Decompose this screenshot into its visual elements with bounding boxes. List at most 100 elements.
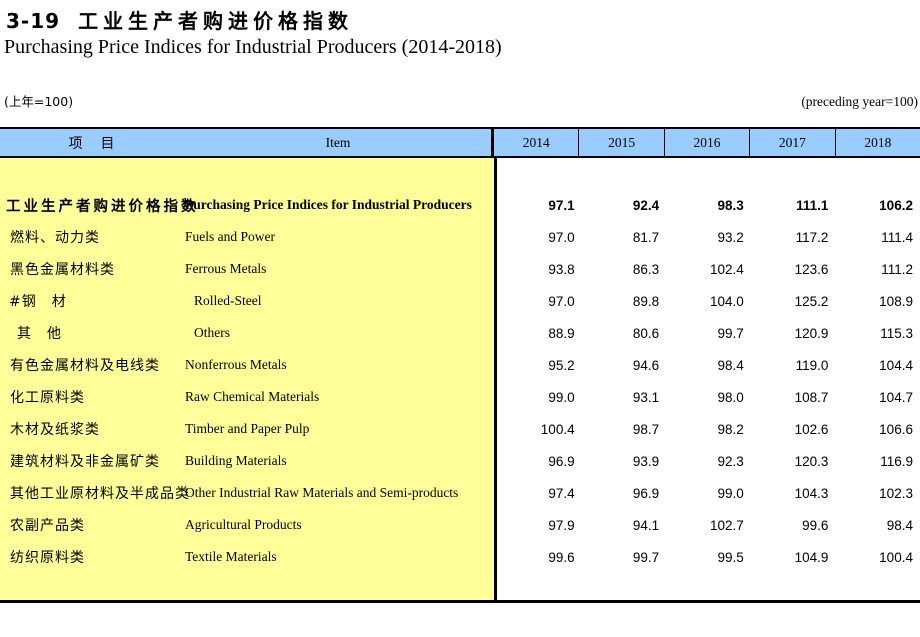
year-header-2017: 2017 [749,129,834,156]
value-2015: 86.3 [632,261,660,277]
year-header-2018: 2018 [834,129,920,156]
value-2014: 93.8 [548,261,575,277]
value-2016: 102.7 [709,517,744,533]
value-2016: 98.3 [717,197,744,213]
value-2016: 99.7 [717,325,744,341]
value-2018: 108.9 [879,293,913,309]
value-2018: 116.9 [880,453,913,469]
note-base-cn: (上年=100) [4,94,74,109]
value-2018: 102.3 [879,485,913,501]
data-table: 项 目 Item 2014 2015 2016 2017 2018 工业生产者购… [0,127,920,603]
value-2017: 99.6 [802,517,829,533]
value-2018: 104.7 [879,389,913,405]
value-2014: 97.1 [548,197,575,213]
row-label-cn: #钢 材 [9,294,67,310]
row-label-cn: 有色金属材料及电线类 [10,358,160,374]
note-base-en: (preceding year=100) [801,94,918,109]
table-row: 木材及纸浆类 Timber and Paper Pulp 100.4 98.7 … [0,413,920,445]
value-2018: 106.2 [879,197,913,213]
value-2016: 99.0 [717,485,744,501]
year-header-2014: 2014 [522,135,550,150]
year-header-2016: 2016 [663,129,749,156]
value-2018: 104.4 [879,357,913,373]
row-label-en: Raw Chemical Materials [185,389,320,404]
table-row: 有色金属材料及电线类 Nonferrous Metals 95.2 94.6 9… [0,349,920,381]
value-2014: 99.0 [548,389,575,405]
table-row-sub: 其 他 Others 88.9 80.6 99.7 120.9 115.3 [0,317,920,349]
value-2017: 120.3 [794,453,829,469]
table-number: 3-19 [6,9,61,33]
value-2014: 99.6 [548,549,575,565]
value-2015: 99.7 [632,549,660,565]
base-notes: (上年=100) (preceding year=100) [4,91,918,110]
table-header-row: 项 目 Item 2014 2015 2016 2017 2018 [0,127,920,158]
table-row: 黑色金属材料类 Ferrous Metals 93.8 86.3 102.4 1… [0,253,920,285]
value-2016: 98.2 [717,421,744,437]
value-2015: 80.6 [632,325,660,341]
page-title-en: Purchasing Price Indices for Industrial … [4,36,502,58]
row-label-en: Building Materials [185,453,287,468]
value-2017: 108.7 [794,389,829,405]
value-2018: 111.2 [881,261,913,277]
item-header-cn: 项 目 [68,135,117,152]
row-label-cn: 木材及纸浆类 [10,422,100,438]
value-2015: 93.9 [632,453,660,469]
value-2016: 98.4 [717,357,744,373]
page-title-cn: 工业生产者购进价格指数 [78,9,354,33]
row-label-cn: 黑色金属材料类 [10,262,115,278]
item-header-cell: 项 目 Item [0,129,494,156]
value-2018: 100.4 [879,549,913,565]
value-2016: 92.3 [717,453,744,469]
value-2014: 88.9 [548,325,575,341]
row-label-cn: 纺织原料类 [10,550,85,566]
value-2015: 93.1 [632,389,660,405]
value-2017: 102.6 [794,421,829,437]
row-label-cn: 其他工业原材料及半成品类 [10,486,190,502]
value-2016: 104.0 [709,293,744,309]
value-2015: 96.9 [632,485,660,501]
value-2015: 89.8 [632,293,660,309]
row-label-cn: 工业生产者购进价格指数 [6,198,199,215]
row-label-en: Timber and Paper Pulp [185,421,310,436]
row-label-en: Other Industrial Raw Materials and Semi-… [185,485,459,500]
row-label-en: Purchasing Price Indices for Industrial … [185,197,472,212]
value-2014: 97.0 [548,293,575,309]
row-label-en: Textile Materials [185,549,277,564]
value-2017: 104.9 [794,549,829,565]
column-divider [494,158,497,600]
row-label-cn: 建筑材料及非金属矿类 [10,454,160,470]
value-2018: 106.6 [879,421,913,437]
table-row: 化工原料类 Raw Chemical Materials 99.0 93.1 9… [0,381,920,413]
value-2016: 93.2 [717,229,744,245]
value-2017: 125.2 [794,293,829,309]
value-2014: 96.9 [548,453,575,469]
value-2014: 97.9 [548,517,575,533]
value-2018: 115.3 [880,325,913,341]
table-row-total: 工业生产者购进价格指数 Purchasing Price Indices for… [0,189,920,221]
row-label-cn: 燃料、动力类 [10,230,100,246]
value-2018: 111.4 [881,229,913,245]
value-2014: 97.4 [548,485,575,501]
row-label-en: Agricultural Products [185,517,302,532]
value-2017: 123.6 [794,261,829,277]
table-row: 农副产品类 Agricultural Products 97.9 94.1 10… [0,509,920,541]
table-row: 纺织原料类 Textile Materials 99.6 99.7 99.5 1… [0,541,920,573]
value-2015: 92.4 [632,197,660,213]
value-2015: 98.7 [632,421,660,437]
table-body: 工业生产者购进价格指数 Purchasing Price Indices for… [0,158,920,603]
row-label-en: Nonferrous Metals [185,357,287,372]
row-label-cn: 化工原料类 [10,390,85,406]
value-2016: 98.0 [717,389,744,405]
item-header-en: Item [325,134,351,150]
row-label-cn: 其 他 [17,326,62,342]
row-label-en: Rolled-Steel [194,293,262,308]
value-2017: 117.2 [795,229,829,245]
value-2017: 111.1 [796,197,829,213]
value-2017: 119.0 [795,357,829,373]
value-2015: 81.7 [632,229,660,245]
table-row: 其他工业原材料及半成品类 Other Industrial Raw Materi… [0,477,920,509]
value-2016: 99.5 [717,549,744,565]
value-2014: 100.4 [540,421,575,437]
value-2017: 104.3 [794,485,829,501]
